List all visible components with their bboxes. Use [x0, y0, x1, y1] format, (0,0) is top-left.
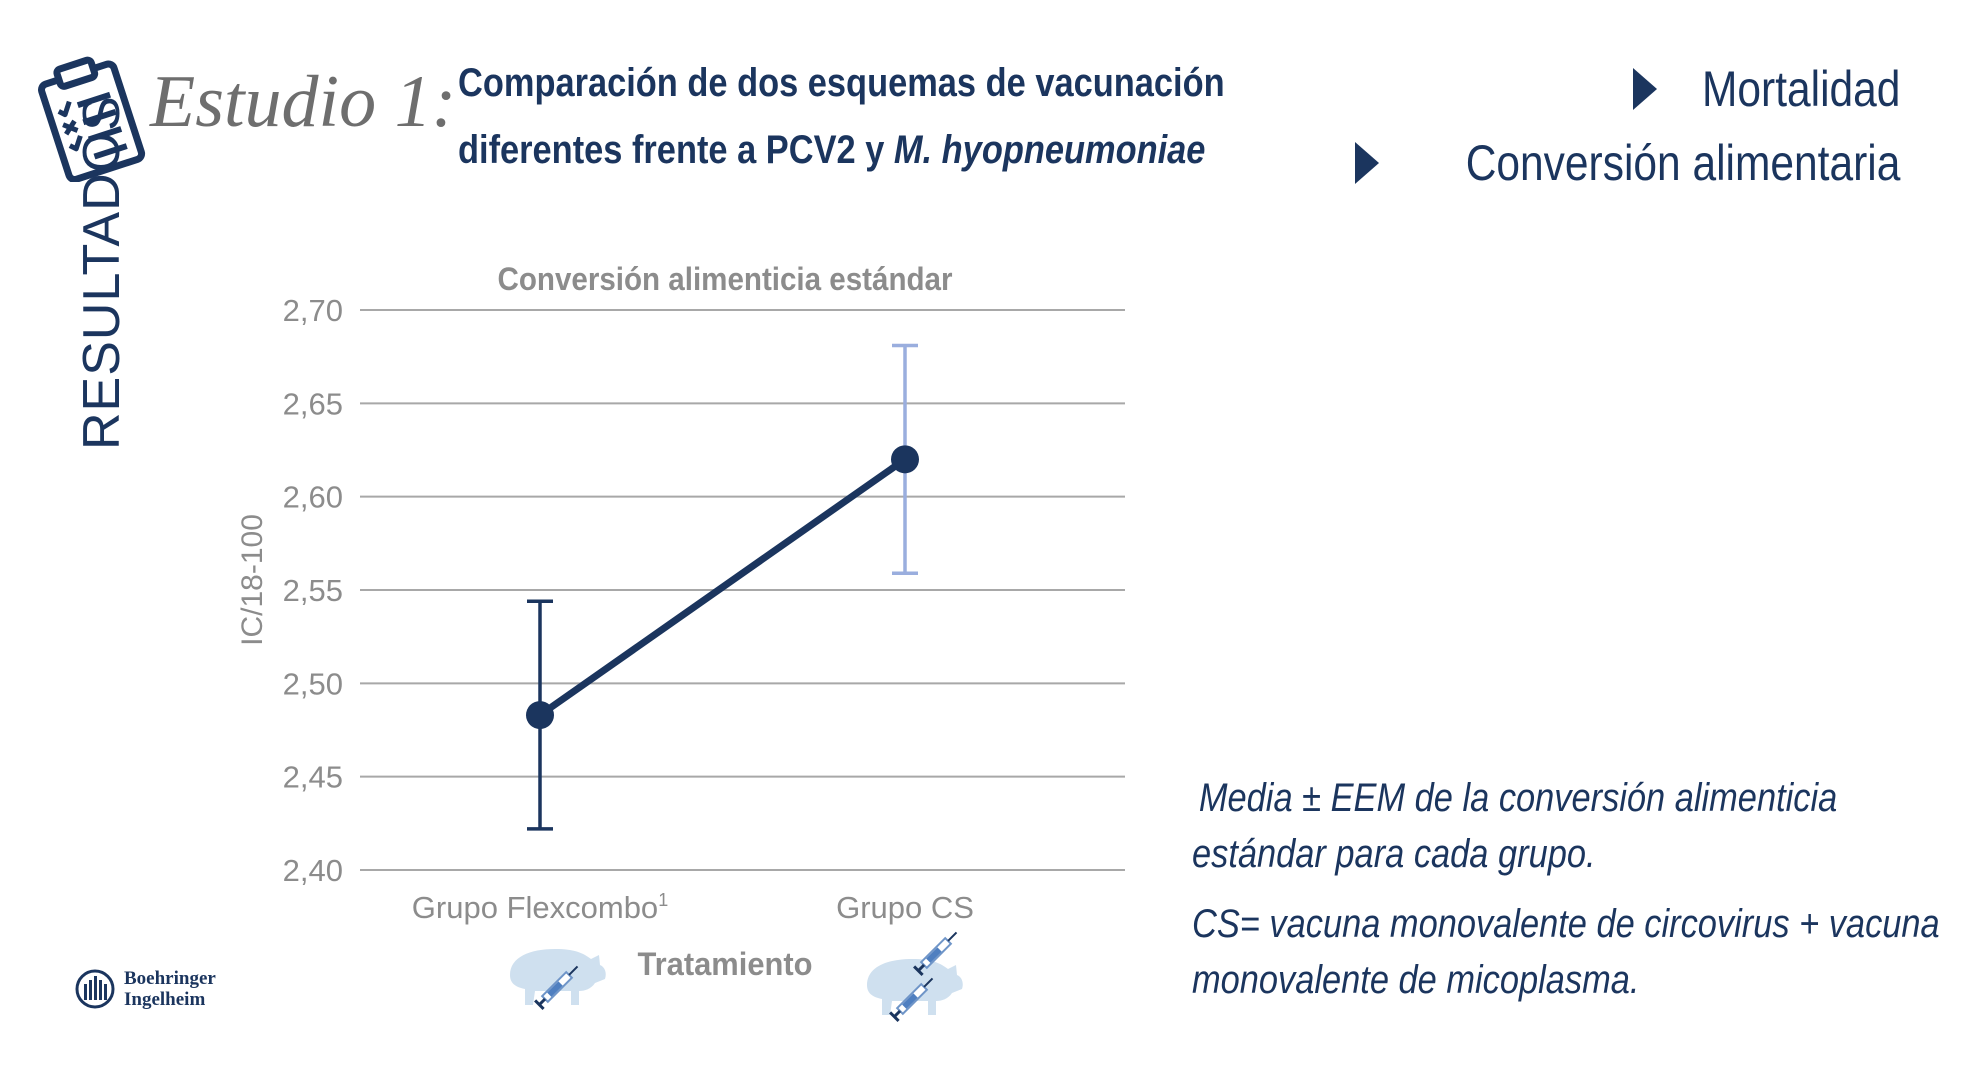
pig-syringe-icon — [510, 949, 606, 1010]
chart-title: Conversión alimenticia estándar — [498, 261, 953, 297]
boehringer-logo-icon — [75, 969, 115, 1009]
nav-item-mortalidad[interactable]: Mortalidad — [1355, 52, 1900, 126]
title-line-2-text: diferentes frente a PCV2 y — [458, 128, 894, 172]
study-label: Estudio 1: — [150, 61, 457, 143]
y-tick-label: 2,50 — [283, 666, 343, 701]
caption-line-3: CS= vacuna monovalente de circovirus + v… — [1192, 902, 1940, 946]
page-title: Comparación de dos esquemas de vacunació… — [458, 50, 1225, 184]
y-tick-label: 2,55 — [283, 573, 343, 608]
nav-item-conversion[interactable]: Conversión alimentaria — [1354, 126, 1900, 200]
x-tick-label: Grupo CS — [836, 890, 974, 925]
x-tick-label: Grupo Flexcombo1 — [412, 890, 668, 925]
pig-two-syringes-icon — [867, 931, 963, 1022]
chart-caption: Media ± EEM de la conversión alimenticia… — [1192, 770, 1952, 1022]
y-axis-label: IC/18-100 — [236, 514, 269, 646]
nav-item-label: Mortalidad — [1701, 61, 1900, 117]
caption-line-4: monovalente de micoplasma. — [1192, 958, 1640, 1002]
logo-line-1: Boehringer — [124, 968, 216, 989]
title-line-2: diferentes frente a PCV2 y M. hyopneumon… — [458, 117, 1205, 184]
feed-conversion-chart: Conversión alimenticia estándar 2,70 2,65… — [236, 261, 1125, 1022]
y-tick-label: 2,65 — [283, 386, 343, 421]
data-point — [891, 445, 919, 474]
nav-item-label: Conversión alimentaria — [1465, 135, 1900, 191]
x-axis-label: Tratamiento — [638, 946, 813, 982]
logo-line-2: Ingelheim — [124, 989, 206, 1010]
title-line-1: Comparación de dos esquemas de vacunació… — [458, 61, 1225, 105]
y-tick-label: 2,60 — [283, 480, 343, 515]
clipboard-icon — [38, 56, 146, 182]
y-tick-label: 2,70 — [283, 293, 343, 328]
play-triangle-icon — [1354, 142, 1379, 184]
caption-line-2: estándar para cada grupo. — [1192, 832, 1596, 876]
data-point — [526, 701, 554, 730]
boehringer-logo: Boehringer Ingelheim — [74, 968, 216, 1010]
y-tick-label: 2,45 — [283, 760, 343, 795]
caption-line-1: Media ± EEM de la conversión alimenticia — [1198, 776, 1838, 820]
y-tick-label: 2,40 — [283, 853, 343, 888]
title-line-2-italic: M. hyopneumoniae — [893, 128, 1206, 172]
play-triangle-icon — [1632, 68, 1657, 110]
section-nav: Mortalidad Conversión alimentaria — [1354, 52, 1900, 200]
series-line — [536, 455, 909, 719]
